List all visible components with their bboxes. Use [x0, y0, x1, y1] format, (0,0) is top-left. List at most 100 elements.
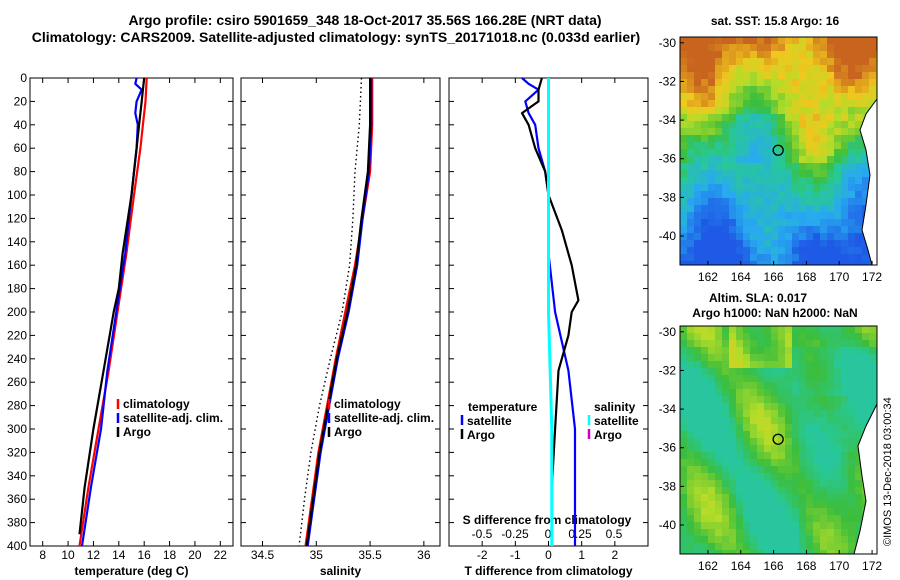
map-cell	[806, 438, 814, 446]
map-cell	[722, 340, 730, 348]
x-tick-label: -1	[510, 548, 521, 562]
map-cell	[771, 247, 779, 255]
map-cell	[757, 375, 765, 383]
map-cell	[715, 480, 723, 488]
map-cell	[785, 536, 793, 544]
map-cell	[813, 240, 821, 248]
map-cell	[750, 431, 758, 439]
map-cell	[834, 44, 842, 52]
map-cell	[687, 382, 695, 390]
map-cell	[834, 107, 842, 115]
map-cell	[722, 389, 730, 397]
sla-map: 162 164 166 168 170 172-30-32-34-36-38-40Alti…	[659, 291, 883, 573]
map-cell	[848, 333, 856, 341]
map-cell	[841, 135, 849, 143]
map-cell	[750, 494, 758, 502]
map-cell	[687, 184, 695, 192]
map-cell	[708, 79, 716, 87]
map-cell	[757, 37, 765, 45]
map-cell	[841, 522, 849, 530]
map-cell	[813, 508, 821, 516]
map-cell	[680, 212, 688, 220]
map-cell	[827, 58, 835, 66]
map-cell	[708, 142, 716, 150]
map-cell	[687, 51, 695, 59]
map-cell	[792, 212, 800, 220]
map-cell	[827, 142, 835, 150]
map-cell	[799, 326, 807, 334]
map-cell	[806, 170, 814, 178]
map-cell	[771, 501, 779, 509]
depth-tick-label: 160	[7, 258, 27, 272]
map-cell	[771, 51, 779, 59]
map-cell	[729, 550, 737, 555]
map-cell	[834, 121, 842, 129]
map-cell	[701, 177, 709, 185]
map-cell	[771, 114, 779, 122]
map-cell	[694, 459, 702, 467]
map-cell	[813, 37, 821, 45]
map-cell	[715, 368, 723, 376]
map-cell	[771, 529, 779, 537]
map-cell	[771, 86, 779, 94]
map-cell	[694, 410, 702, 418]
map-cell	[834, 163, 842, 171]
map-cell	[729, 368, 737, 376]
map-cell	[778, 51, 786, 59]
map-cell	[680, 128, 688, 136]
map-cell	[708, 508, 716, 516]
map-cell	[736, 340, 744, 348]
map-cell	[827, 473, 835, 481]
map-cell	[680, 396, 688, 404]
map-cell	[701, 58, 709, 66]
map-cell	[827, 114, 835, 122]
map-cell	[743, 522, 751, 530]
legend-entry: Argo	[467, 428, 495, 442]
map-cell	[813, 156, 821, 164]
map-cell	[680, 65, 688, 73]
map-cell	[736, 529, 744, 537]
map-cell	[729, 100, 737, 108]
map-cell	[834, 501, 842, 509]
map-cell	[848, 550, 856, 555]
map-cell	[687, 149, 695, 157]
map-cell	[855, 410, 863, 418]
map-cell	[729, 389, 737, 397]
map-cell	[862, 79, 870, 87]
map-cell	[736, 240, 744, 248]
map-cell	[799, 198, 807, 206]
map-cell	[757, 156, 765, 164]
map-cell	[813, 121, 821, 129]
map-cell	[841, 361, 849, 369]
map-cell	[708, 522, 716, 530]
map-cell	[771, 233, 779, 241]
map-cell	[757, 459, 765, 467]
map-cell	[799, 65, 807, 73]
map-cell	[792, 163, 800, 171]
map-cell	[708, 459, 716, 467]
profile-location-marker	[772, 433, 784, 445]
map-cell	[757, 361, 765, 369]
map-cell	[820, 86, 828, 94]
map-cell	[680, 37, 688, 45]
map-cell	[813, 382, 821, 390]
map-cell	[799, 37, 807, 45]
map-cell	[750, 198, 758, 206]
map-cell	[694, 163, 702, 171]
map-cell	[722, 100, 730, 108]
map-cell	[771, 163, 779, 171]
map-cell	[813, 198, 821, 206]
legend-entry: Argo	[594, 428, 622, 442]
map-cell	[778, 205, 786, 213]
map-cell	[813, 452, 821, 460]
map-cell	[862, 86, 870, 94]
map-cell	[813, 114, 821, 122]
map-cell	[834, 226, 842, 234]
map-cell	[736, 51, 744, 59]
map-cell	[862, 417, 870, 425]
map-cell	[834, 494, 842, 502]
map-cell	[680, 79, 688, 87]
map-cell	[736, 494, 744, 502]
map-cell	[743, 410, 751, 418]
map-cell	[680, 389, 688, 397]
